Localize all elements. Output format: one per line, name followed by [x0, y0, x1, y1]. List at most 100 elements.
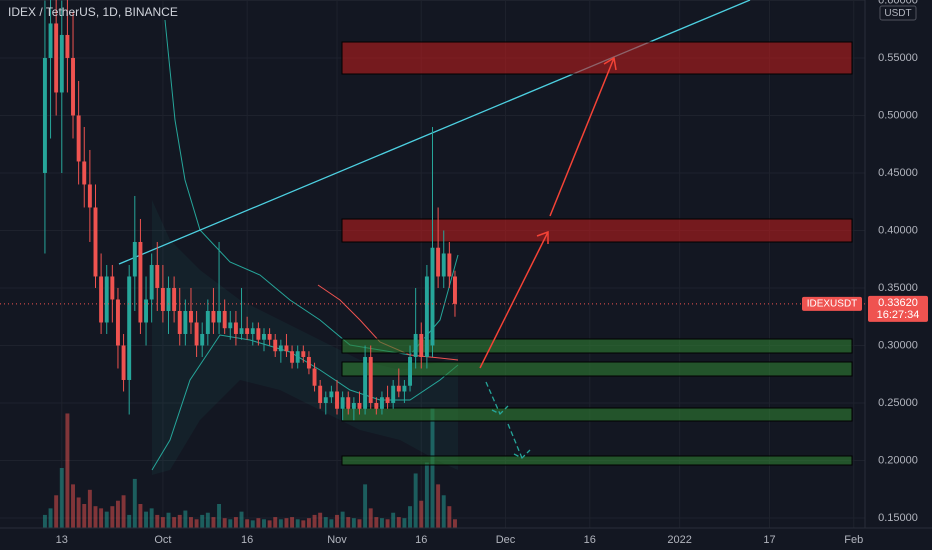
volume-bar: [177, 514, 182, 528]
volume-bar: [200, 514, 205, 528]
candle-body: [228, 322, 233, 329]
volume-bar: [76, 497, 81, 528]
volume-bar: [172, 517, 177, 528]
candle-body: [93, 207, 98, 277]
candle-body: [200, 333, 205, 346]
volume-bar: [93, 506, 98, 528]
candle-body: [408, 356, 412, 386]
y-tick-label: 0.60000: [878, 0, 918, 6]
candle-body: [144, 299, 149, 323]
volume-bar: [278, 519, 283, 528]
candle-body: [301, 351, 306, 357]
candle-body: [335, 391, 339, 409]
candle-body: [262, 333, 266, 340]
volume-bar: [379, 518, 384, 528]
candle-body: [346, 397, 351, 409]
volume-bar: [233, 517, 238, 528]
volume-bar: [205, 512, 210, 528]
candle-body: [239, 328, 244, 334]
volume-bar: [110, 506, 115, 528]
volume-bar: [357, 519, 362, 528]
volume-bar: [42, 514, 47, 528]
x-tick-label: 16: [415, 534, 427, 546]
volume-bar: [295, 519, 300, 528]
candle-body: [396, 385, 401, 392]
volume-bar: [396, 517, 401, 528]
volume-bar: [160, 517, 165, 528]
volume-bar: [312, 514, 317, 528]
volume-bar: [430, 408, 435, 528]
candle-body: [110, 276, 115, 300]
candle-body: [441, 253, 446, 277]
resistance-zone: [341, 218, 853, 243]
candle-body: [177, 310, 182, 334]
candle-body: [323, 397, 328, 403]
y-tick-label: 0.20000: [878, 454, 918, 466]
candle-body: [391, 385, 396, 403]
volume-bar: [267, 520, 272, 528]
candle-body: [104, 276, 109, 323]
volume-bar: [385, 519, 390, 528]
volume-bar: [222, 518, 227, 528]
candle-body: [71, 57, 75, 116]
symbol-tag: [802, 296, 862, 311]
volume-bar: [329, 519, 334, 528]
volume-bar: [301, 520, 306, 528]
volume-bar: [99, 508, 104, 528]
volume-bar: [368, 508, 373, 528]
candle-body: [267, 333, 272, 340]
candle-body: [160, 287, 165, 311]
candle-body: [413, 333, 418, 357]
volume-bar: [54, 495, 59, 528]
volume-bar: [211, 517, 216, 528]
candle-body: [99, 276, 104, 323]
volume-bar: [441, 495, 446, 528]
volume-bar: [402, 518, 407, 528]
volume-bar: [71, 484, 75, 528]
volume-bar: [284, 518, 289, 528]
y-tick-label: 0.25000: [878, 397, 918, 409]
candle-body: [82, 161, 87, 185]
volume-bar: [413, 473, 418, 528]
volume-bar: [340, 511, 345, 528]
volume-bar: [273, 517, 278, 528]
candle-body: [222, 310, 227, 329]
x-tick-label: Nov: [327, 534, 347, 546]
volume-bar: [346, 517, 351, 528]
candle-body: [155, 264, 160, 288]
support-zone: [341, 407, 853, 422]
candle-body: [76, 115, 81, 162]
candle-body: [453, 276, 457, 304]
volume-bar: [374, 517, 379, 528]
candle-body: [385, 397, 390, 403]
candle-body: [250, 328, 255, 334]
support-zone: [341, 361, 853, 377]
candle-body: [132, 241, 137, 277]
symbol-label: IDEXUSDT: [807, 298, 858, 309]
candle-body: [121, 345, 126, 380]
volume-bar: [245, 519, 250, 528]
candle-body: [42, 57, 47, 173]
volume-bar: [351, 518, 356, 528]
candle-body: [256, 328, 261, 340]
candle-body: [290, 351, 295, 363]
y-tick-label: 0.35000: [878, 282, 918, 294]
support-zone: [341, 455, 853, 466]
volume-bar: [424, 462, 429, 528]
candle-body: [205, 310, 210, 334]
volume-bar: [138, 504, 143, 528]
candle-body: [48, 23, 53, 58]
volume-bar: [453, 519, 457, 528]
volume-bar: [127, 514, 132, 528]
x-tick-label: 16: [241, 534, 253, 546]
chart-title: IDEX / TetherUS, 1D, BINANCE: [8, 5, 178, 19]
volume-bar: [82, 504, 87, 528]
volume-bar: [228, 519, 233, 528]
volume-bar: [149, 508, 154, 528]
candle-body: [329, 391, 334, 398]
volume-bar: [189, 517, 193, 528]
grid: [0, 0, 865, 528]
candle-body: [278, 345, 283, 352]
candle-body: [295, 351, 300, 363]
candle-body: [419, 333, 424, 357]
